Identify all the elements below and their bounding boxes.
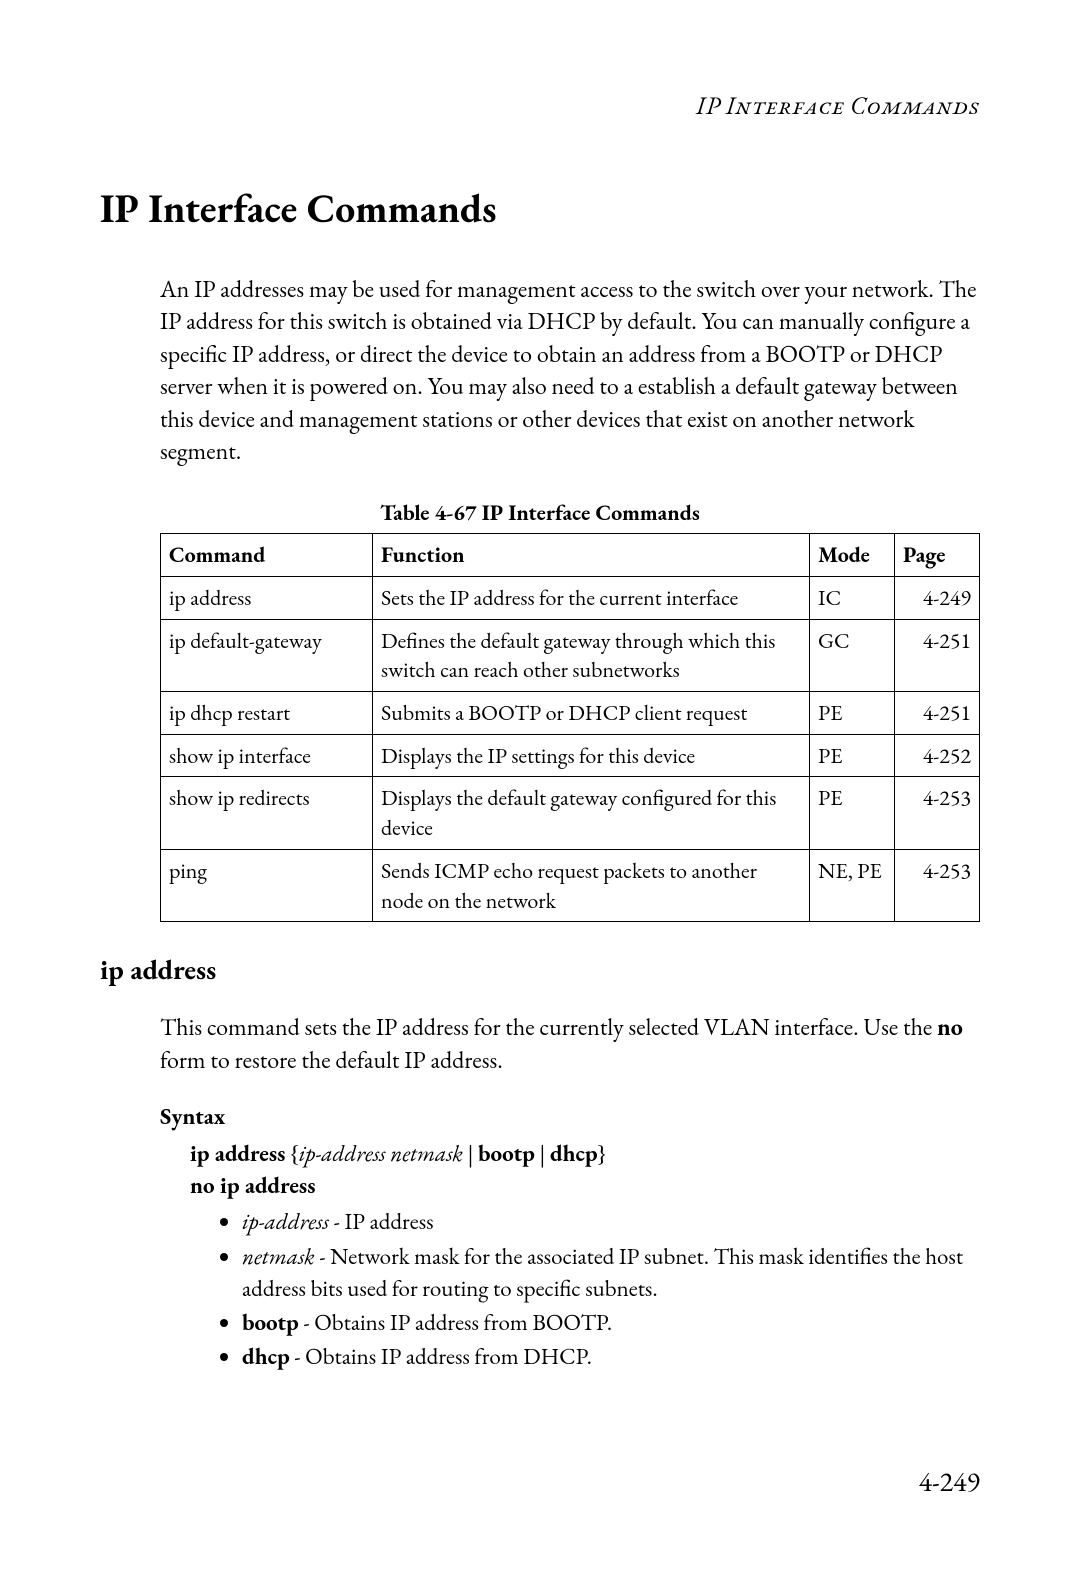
bullet-ip-address-desc: - IP address xyxy=(329,1206,434,1236)
th-command: Command xyxy=(161,534,373,577)
table-row: ip default-gateway Defines the default g… xyxy=(161,619,980,691)
th-mode: Mode xyxy=(810,534,895,577)
cell-mode: GC xyxy=(810,619,895,691)
subheading-ip-address: ip address xyxy=(100,952,980,988)
syntax-pipe-2: | xyxy=(535,1138,550,1168)
cell-page: 4-253 xyxy=(895,849,980,921)
table-row: ping Sends ICMP echo request packets to … xyxy=(161,849,980,921)
syntax-line-2: no ip address xyxy=(190,1169,980,1201)
intro-paragraph: An IP addresses may be used for manageme… xyxy=(160,274,980,468)
table-row: ip dhcp restart Submits a BOOTP or DHCP … xyxy=(161,692,980,735)
cell-command: show ip interface xyxy=(161,734,373,777)
desc-part-b: form to restore the default IP address. xyxy=(160,1045,503,1076)
bullet-bootp: bootp xyxy=(242,1307,299,1337)
cell-function: Submits a BOOTP or DHCP client request xyxy=(373,692,810,735)
cell-command: show ip redirects xyxy=(161,777,373,849)
syntax-line-1: ip address {ip-address netmask | bootp |… xyxy=(190,1137,980,1169)
desc-bold-no: no xyxy=(937,1012,963,1043)
syntax-heading: Syntax xyxy=(160,1101,980,1131)
desc-part-a: This command sets the IP address for the… xyxy=(160,1012,937,1043)
syntax-brace-close: } xyxy=(598,1138,607,1168)
cell-mode: NE, PE xyxy=(810,849,895,921)
cell-function: Displays the default gateway configured … xyxy=(373,777,810,849)
syntax-bootp: bootp xyxy=(478,1138,535,1168)
cell-page: 4-251 xyxy=(895,692,980,735)
bullet-dhcp-desc: - Obtains IP address from DHCP. xyxy=(290,1341,592,1371)
cell-mode: PE xyxy=(810,777,895,849)
running-head-text: IP Interface Commands xyxy=(696,90,980,122)
running-head: IP Interface Commands xyxy=(100,90,980,122)
table-row: ip address Sets the IP address for the c… xyxy=(161,577,980,620)
cell-function: Sends ICMP echo request packets to anoth… xyxy=(373,849,810,921)
bullet-netmask-desc: - Network mask for the associated IP sub… xyxy=(242,1241,963,1303)
cell-command: ip default-gateway xyxy=(161,619,373,691)
cell-command: ping xyxy=(161,849,373,921)
bullet-dhcp: dhcp xyxy=(242,1341,290,1371)
syntax-ip-address: ip address xyxy=(190,1138,285,1168)
list-item: dhcp - Obtains IP address from DHCP. xyxy=(242,1340,980,1372)
table-header-row: Command Function Mode Page xyxy=(161,534,980,577)
list-item: ip-address - IP address xyxy=(242,1205,980,1237)
bullet-ip-address: ip-address xyxy=(242,1206,329,1236)
list-item: bootp - Obtains IP address from BOOTP. xyxy=(242,1306,980,1338)
cell-command: ip address xyxy=(161,577,373,620)
page-title: IP Interface Commands xyxy=(100,182,980,234)
page-number: 4-249 xyxy=(919,1464,980,1500)
page: IP Interface Commands IP Interface Comma… xyxy=(0,0,1080,1570)
syntax-block: ip address {ip-address netmask | bootp |… xyxy=(190,1137,980,1372)
bullet-netmask: netmask xyxy=(242,1241,315,1271)
table-caption: Table 4-67 IP Interface Commands xyxy=(100,498,980,527)
syntax-ip-netmask: ip-address netmask xyxy=(299,1138,463,1168)
table-row: show ip interface Displays the IP settin… xyxy=(161,734,980,777)
subhead-description: This command sets the IP address for the… xyxy=(160,1012,980,1077)
commands-table: Command Function Mode Page ip address Se… xyxy=(160,533,980,922)
cell-page: 4-253 xyxy=(895,777,980,849)
cell-function: Displays the IP settings for this device xyxy=(373,734,810,777)
cell-command: ip dhcp restart xyxy=(161,692,373,735)
syntax-brace-open: { xyxy=(285,1138,298,1168)
cell-page: 4-252 xyxy=(895,734,980,777)
cell-page: 4-251 xyxy=(895,619,980,691)
list-item: netmask - Network mask for the associate… xyxy=(242,1240,980,1304)
cell-mode: PE xyxy=(810,692,895,735)
cell-page: 4-249 xyxy=(895,577,980,620)
syntax-pipe-1: | xyxy=(463,1138,478,1168)
table-row: show ip redirects Displays the default g… xyxy=(161,777,980,849)
syntax-bullets: ip-address - IP address netmask - Networ… xyxy=(190,1205,980,1372)
syntax-dhcp: dhcp xyxy=(550,1138,598,1168)
cell-function: Sets the IP address for the current inte… xyxy=(373,577,810,620)
cell-function: Defines the default gateway through whic… xyxy=(373,619,810,691)
cell-mode: PE xyxy=(810,734,895,777)
bullet-bootp-desc: - Obtains IP address from BOOTP. xyxy=(299,1307,612,1337)
cell-mode: IC xyxy=(810,577,895,620)
syntax-no-ip-address: no ip address xyxy=(190,1170,315,1200)
th-page: Page xyxy=(895,534,980,577)
th-function: Function xyxy=(373,534,810,577)
